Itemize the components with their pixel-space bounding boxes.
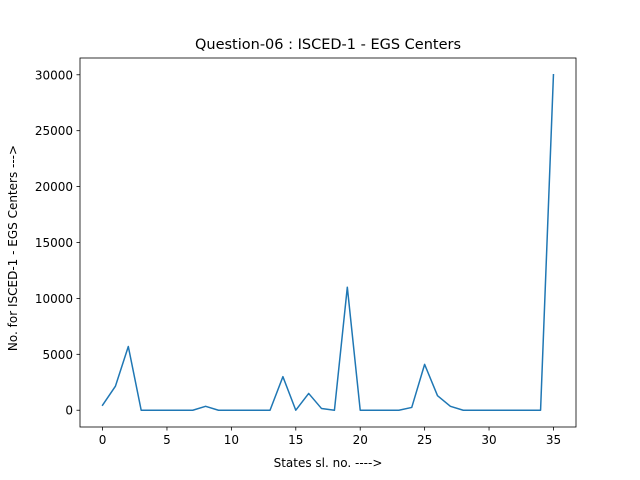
x-tick-label: 30 — [481, 433, 496, 447]
chart-title: Question-06 : ISCED-1 - EGS Centers — [195, 37, 461, 53]
y-tick-label: 15000 — [35, 236, 73, 250]
x-axis-label: States sl. no. ----> — [274, 456, 383, 470]
y-tick-label: 10000 — [35, 292, 73, 306]
x-tick-label: 15 — [288, 433, 303, 447]
y-tick-label: 20000 — [35, 180, 73, 194]
x-tick-label: 0 — [99, 433, 107, 447]
y-tick-label: 30000 — [35, 68, 73, 82]
x-tick-label: 25 — [417, 433, 432, 447]
y-tick-label: 25000 — [35, 124, 73, 138]
x-tick-label: 10 — [224, 433, 239, 447]
x-tick-label: 20 — [353, 433, 368, 447]
plot-area: 0 5 10 15 20 25 30 35 0 5000 10000 15000 20000 25000 3… — [35, 57, 577, 447]
x-tick-label: 35 — [546, 433, 561, 447]
y-tick-label: 0 — [65, 404, 73, 418]
y-tick-label: 5000 — [42, 348, 73, 362]
y-axis-label: No. for ISCED-1 - EGS Centers ---> — [6, 145, 20, 351]
series-line-0 — [101, 73, 555, 411]
x-tick-label: 5 — [163, 433, 171, 447]
